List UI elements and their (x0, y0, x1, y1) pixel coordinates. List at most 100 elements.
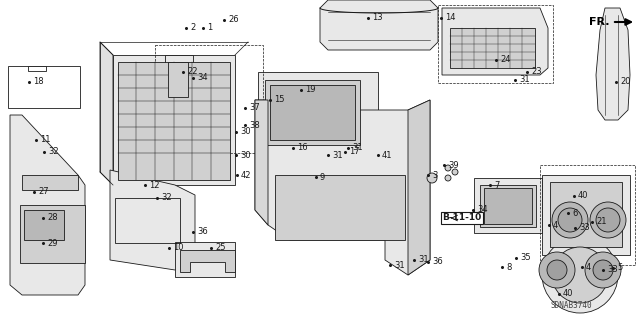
Bar (258, 72, 378, 160)
Bar (265, 80, 360, 145)
Text: 9: 9 (320, 173, 325, 182)
Text: 10: 10 (173, 243, 184, 253)
Text: 36: 36 (197, 227, 208, 236)
Polygon shape (100, 42, 113, 185)
Text: 36: 36 (432, 257, 443, 266)
Bar (175, 242, 235, 277)
Text: 34: 34 (197, 73, 207, 83)
Text: 26: 26 (228, 16, 239, 25)
Text: 11: 11 (40, 136, 51, 145)
Text: 31: 31 (394, 261, 404, 270)
Bar (8, 66, 80, 108)
Bar (115, 198, 180, 243)
Polygon shape (408, 100, 430, 275)
Text: 6: 6 (572, 209, 577, 218)
Text: 4: 4 (553, 220, 558, 229)
Circle shape (552, 202, 588, 238)
Bar (542, 175, 630, 255)
Text: 5: 5 (617, 263, 622, 272)
Polygon shape (596, 8, 630, 120)
Bar (540, 165, 635, 265)
Bar (275, 175, 405, 240)
Text: 32: 32 (48, 147, 59, 157)
Bar (118, 62, 230, 180)
Text: 41: 41 (382, 151, 392, 160)
Text: SDNAB3740: SDNAB3740 (550, 301, 592, 310)
Text: 16: 16 (297, 144, 308, 152)
Text: 3: 3 (432, 170, 437, 180)
Text: 1: 1 (207, 24, 212, 33)
Text: 20: 20 (620, 78, 630, 86)
Text: 24: 24 (500, 56, 511, 64)
Bar (155, 45, 263, 153)
Text: 31: 31 (519, 76, 530, 85)
Bar (24, 210, 64, 240)
Text: 18: 18 (33, 78, 44, 86)
Polygon shape (255, 100, 268, 225)
Circle shape (590, 202, 626, 238)
Text: 40: 40 (578, 191, 589, 201)
Text: 31: 31 (418, 256, 429, 264)
Circle shape (593, 260, 613, 280)
Polygon shape (255, 100, 430, 275)
Text: 31: 31 (352, 144, 363, 152)
Bar (484, 188, 532, 224)
Polygon shape (110, 170, 195, 270)
Bar (438, 5, 553, 83)
Circle shape (585, 252, 621, 288)
Text: 19: 19 (305, 85, 316, 94)
Text: 17: 17 (349, 147, 360, 157)
Circle shape (552, 247, 608, 303)
Text: 14: 14 (445, 13, 456, 23)
Circle shape (445, 165, 451, 171)
Text: 34: 34 (477, 205, 488, 214)
Circle shape (596, 208, 620, 232)
Bar (550, 182, 622, 247)
Circle shape (539, 252, 575, 288)
Bar (113, 55, 235, 185)
Text: 12: 12 (149, 181, 159, 189)
Text: 28: 28 (47, 213, 58, 222)
Bar (168, 62, 188, 97)
Bar (450, 28, 535, 68)
Text: 40: 40 (563, 290, 573, 299)
Text: 33: 33 (579, 224, 589, 233)
Text: 39: 39 (448, 160, 459, 169)
Circle shape (427, 173, 437, 183)
Bar (20, 205, 85, 263)
Text: 2: 2 (190, 24, 195, 33)
Polygon shape (180, 250, 235, 272)
Text: B-11-10: B-11-10 (442, 213, 482, 222)
Text: 13: 13 (372, 13, 383, 23)
Text: 35: 35 (520, 254, 531, 263)
Text: 32: 32 (161, 194, 172, 203)
Text: 42: 42 (241, 170, 252, 180)
Text: 38: 38 (249, 121, 260, 130)
Circle shape (558, 208, 582, 232)
Circle shape (547, 260, 567, 280)
Polygon shape (22, 175, 78, 190)
Polygon shape (442, 8, 548, 75)
Bar (270, 85, 355, 140)
Text: 29: 29 (47, 239, 58, 248)
Text: FR.: FR. (589, 17, 609, 27)
Polygon shape (10, 115, 85, 295)
Text: 22: 22 (187, 68, 198, 77)
Polygon shape (320, 0, 438, 50)
Bar (28, 66, 46, 71)
Bar (474, 178, 542, 233)
Text: 4: 4 (586, 263, 591, 271)
Text: 37: 37 (249, 103, 260, 113)
Text: 30: 30 (240, 128, 251, 137)
Text: 15: 15 (274, 95, 285, 105)
Circle shape (452, 169, 458, 175)
Circle shape (542, 237, 618, 313)
Circle shape (445, 175, 451, 181)
Text: 25: 25 (215, 243, 225, 253)
Text: 21: 21 (596, 218, 607, 226)
Text: 31: 31 (332, 151, 342, 160)
Bar (165, 55, 193, 110)
Text: 33: 33 (607, 265, 618, 275)
Bar (480, 185, 536, 227)
Text: 23: 23 (531, 68, 541, 77)
